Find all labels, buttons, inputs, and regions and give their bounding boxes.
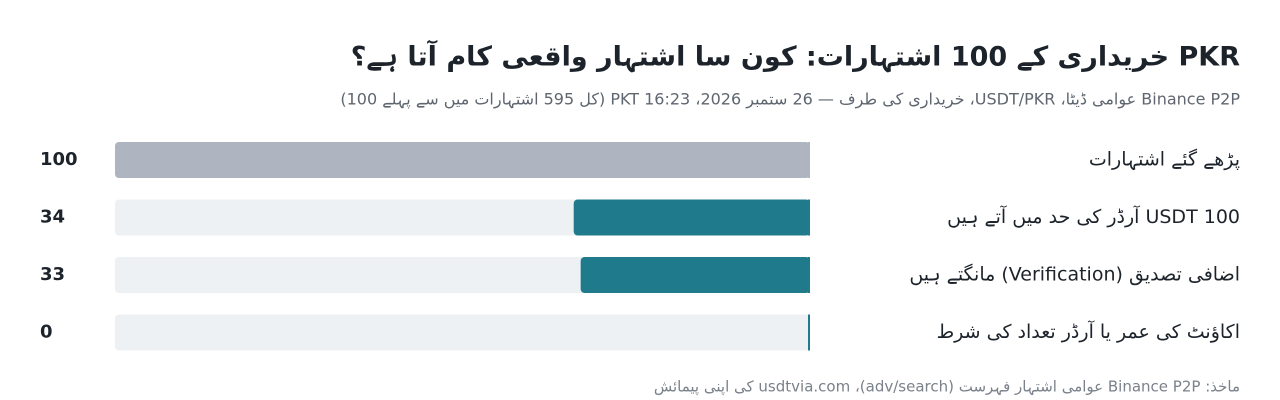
- bar: [580, 257, 810, 293]
- value-label: 0: [40, 322, 53, 343]
- value-label: 34: [40, 207, 65, 228]
- value-label: 100: [40, 149, 78, 170]
- bar-track: [115, 314, 810, 351]
- category-label: اکاؤنٹ کی عمر یا آرڈر تعداد کی شرط: [937, 319, 1240, 343]
- chart-title: PKR خریداری کے 100 اشتہارات: کون سا اشتہ…: [351, 40, 1241, 74]
- category-label: پڑھے گئے اشتہارات: [1089, 148, 1240, 171]
- bar-origin: [808, 257, 810, 293]
- category-label: اضافی تصدیق (Verification) مانگتے ہیں: [909, 263, 1240, 286]
- bar-origin: [808, 314, 810, 351]
- bar: [573, 199, 810, 236]
- category-label: 100 USDT آرڈر کی حد میں آتے ہیں: [947, 204, 1240, 228]
- bar-origin: [808, 199, 810, 236]
- bar: [115, 142, 810, 178]
- value-label: 33: [40, 264, 65, 285]
- source-note: ماخذ: Binance P2P عوامی اشتہار فہرست (ad…: [654, 378, 1240, 397]
- chart-subtitle: Binance P2P عوامی ڈیٹا، USDT/PKR، خریدار…: [340, 90, 1240, 110]
- bar-origin: [808, 142, 810, 178]
